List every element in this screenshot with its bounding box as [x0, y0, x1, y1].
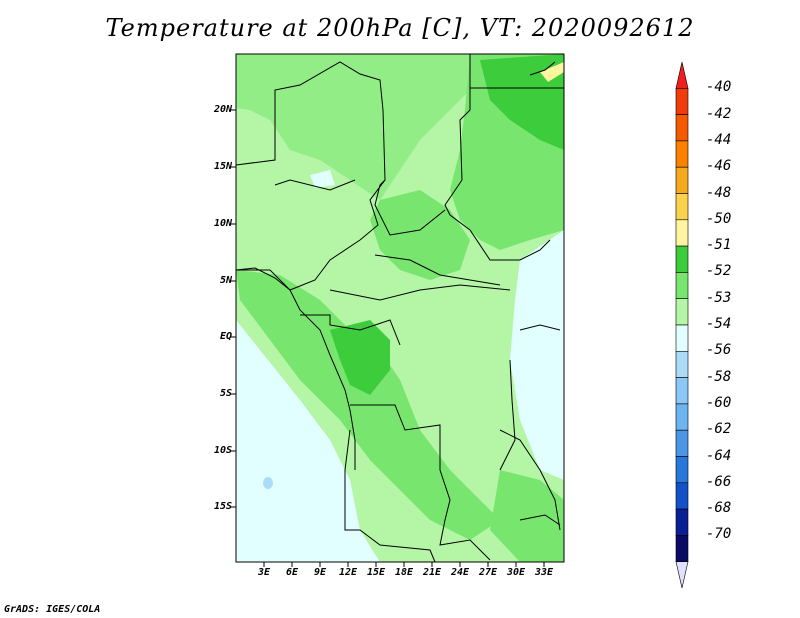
colorbar-label: -42 [706, 105, 732, 122]
map-title: Temperature at 200hPa [C], VT: 202009261… [105, 14, 695, 42]
lat-label-15s: 15S [213, 501, 232, 512]
colorbar-segment [675, 377, 689, 405]
lon-label-30e: 30E [506, 567, 526, 578]
colorbar-label: -64 [706, 447, 732, 464]
colorbar-segment [675, 429, 689, 457]
lon-label-24e: 24E [450, 567, 470, 578]
lon-label-9e: 9E [313, 567, 327, 578]
field-minus51-spot [540, 62, 564, 82]
colorbar-top-arrow [675, 61, 689, 89]
lon-label-27e: 27E [478, 567, 498, 578]
colorbar-segment [675, 140, 689, 168]
colorbar-label: -54 [706, 316, 732, 332]
colorbar-segment [675, 114, 689, 142]
colorbar-segment [675, 403, 689, 431]
colorbar-segment [675, 298, 689, 326]
field-minus53-north [236, 54, 470, 200]
colorbar-label: -60 [706, 394, 732, 411]
colorbar-label: -50 [706, 210, 732, 227]
field-minus54-southwest [236, 320, 380, 562]
colorbar [675, 61, 689, 589]
colorbar-label: -52 [706, 263, 732, 280]
temperature-field [236, 54, 564, 562]
colorbar-label: -46 [706, 158, 732, 175]
lon-label-12e: 12E [338, 567, 358, 578]
lat-label-15n: 15N [213, 161, 232, 172]
lon-label-18e: 18E [394, 567, 414, 578]
lon-tick-marks [263, 562, 545, 567]
colorbar-bottom-arrow [675, 561, 689, 589]
colorbar-segment [675, 219, 689, 247]
colorbar-segment [675, 88, 689, 115]
country-borders [236, 54, 564, 562]
lat-label-10n: 10N [213, 218, 232, 229]
colorbar-label: -56 [706, 342, 732, 359]
colorbar-segment [675, 272, 689, 299]
colorbar-label: -70 [706, 526, 732, 543]
map-frame [235, 53, 565, 563]
colorbar-label: -44 [706, 131, 732, 148]
field-minus54-east [510, 230, 564, 480]
colorbar-segment [675, 508, 689, 536]
lat-label-10s: 10S [213, 445, 232, 456]
colorbar-segment [675, 482, 689, 510]
lat-label-5n: 5N [219, 275, 232, 286]
lon-label-21e: 21E [422, 567, 442, 578]
colorbar-label: -48 [706, 184, 732, 201]
field-minus52-congo [330, 320, 390, 395]
colorbar-label: -53 [706, 289, 732, 306]
lat-label-eq: EQ [219, 331, 232, 342]
field-minus52-northeast [480, 54, 564, 150]
field-minus56-spot [263, 477, 273, 489]
colorbar-label: -68 [706, 500, 732, 517]
colorbar-segment [675, 350, 689, 378]
grads-credit: GrADS: IGES/COLA [4, 604, 101, 615]
field-minus54-spot [310, 170, 335, 188]
lon-label-3e: 3E [257, 567, 271, 578]
colorbar-segment [675, 324, 689, 352]
colorbar-label: -58 [706, 368, 732, 385]
colorbar-segment [675, 193, 689, 221]
colorbar-segment [675, 245, 689, 273]
lat-label-5s: 5S [219, 388, 232, 399]
lat-label-20n: 20N [213, 104, 232, 115]
lat-tick-marks [231, 109, 236, 508]
lon-label-6e: 6E [285, 567, 299, 578]
colorbar-label: -66 [706, 473, 732, 490]
colorbar-label: -62 [706, 421, 732, 438]
colorbar-label: -40 [706, 79, 732, 96]
lon-label-33e: 33E [534, 567, 554, 578]
lon-label-15e: 15E [366, 567, 386, 578]
coastline [236, 267, 356, 470]
colorbar-label: -51 [706, 237, 732, 254]
colorbar-segment [675, 166, 689, 194]
colorbar-segment [675, 535, 689, 563]
field-minus53-southeast [490, 470, 564, 562]
colorbar-segment [675, 456, 689, 484]
